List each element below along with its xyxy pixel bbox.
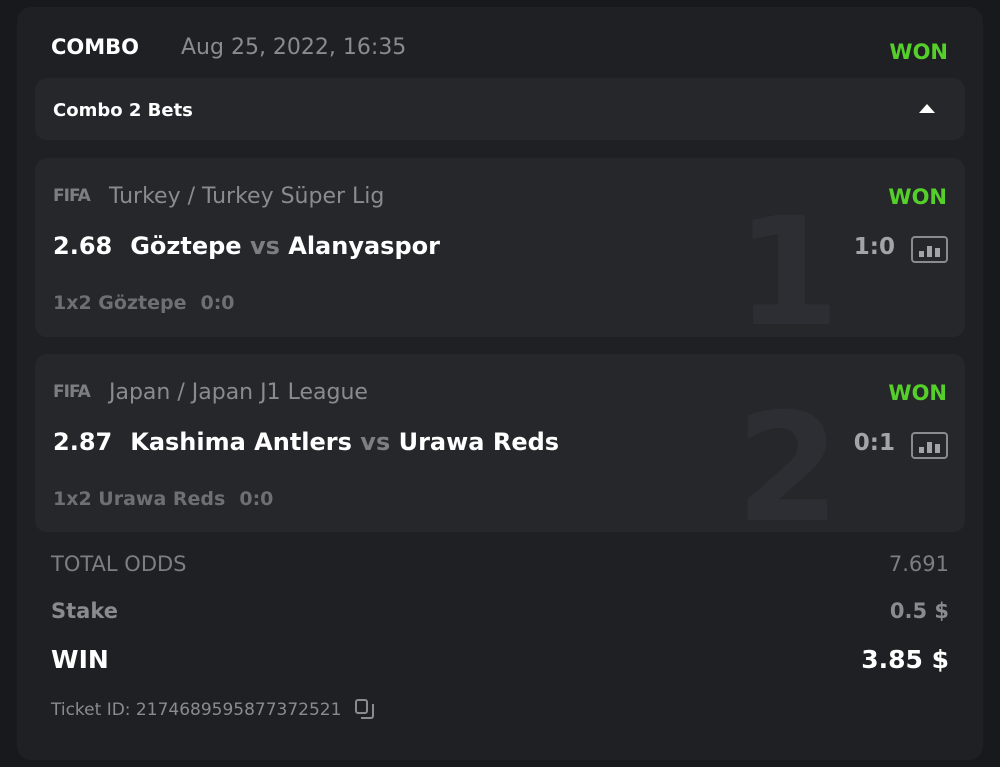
bet-ticket-card: COMBO Aug 25, 2022, 16:35 WON Combo 2 Be… — [17, 7, 983, 760]
total-odds-label: TOTAL ODDS — [51, 552, 187, 576]
fifa-logo-icon: FIFA — [53, 382, 91, 402]
vs-label: vs — [249, 232, 280, 260]
bet-index: 1 — [735, 186, 840, 337]
bet-datetime: Aug 25, 2022, 16:35 — [181, 35, 407, 60]
ticket-id-text: Ticket ID: 2174689595877372521 — [51, 700, 342, 720]
bet-status: WON — [888, 185, 947, 209]
bet-odds: 2.68 — [53, 232, 113, 260]
bet-pick: 1x2 Göztepe 0:0 — [53, 292, 235, 314]
caret-up-icon[interactable] — [919, 104, 935, 113]
combo-label: Combo 2 Bets — [53, 100, 193, 121]
total-odds-row: TOTAL ODDS 7.691 — [51, 552, 949, 576]
stake-label: Stake — [51, 599, 118, 623]
match-line: 2.68 Göztepe vs Alanyaspor — [53, 232, 440, 260]
bet-status: WON — [888, 381, 947, 405]
copy-icon[interactable] — [355, 699, 375, 719]
fifa-logo-icon: FIFA — [53, 186, 91, 206]
win-value: 3.85 $ — [861, 645, 949, 674]
league-name: Turkey / Turkey Süper Lig — [109, 184, 385, 209]
match-line: 2.87 Kashima Antlers vs Urawa Reds — [53, 428, 559, 456]
bet-pick: 1x2 Urawa Reds 0:0 — [53, 488, 273, 510]
ticket-status: WON — [889, 40, 948, 64]
stake-row: Stake 0.5 $ — [51, 599, 949, 623]
home-team: Kashima Antlers — [130, 428, 352, 456]
vs-label: vs — [360, 428, 391, 456]
league-name: Japan / Japan J1 League — [109, 380, 368, 405]
away-team: Alanyaspor — [288, 232, 440, 260]
total-odds-value: 7.691 — [888, 552, 949, 576]
bet-odds: 2.87 — [53, 428, 113, 456]
pick-score: 0:0 — [239, 488, 274, 510]
market: 1x2 Urawa Reds — [53, 488, 226, 510]
stats-icon[interactable] — [911, 236, 948, 263]
win-row: WIN 3.85 $ — [51, 645, 949, 674]
stats-icon[interactable] — [911, 432, 948, 459]
ticket-id: Ticket ID: 2174689595877372521 — [51, 699, 375, 720]
match-score: 1:0 — [853, 234, 895, 260]
market: 1x2 Göztepe — [53, 292, 187, 314]
combo-toggle[interactable]: Combo 2 Bets — [35, 78, 965, 140]
bet-card: 2 FIFA Japan / Japan J1 League WON 2.87 K… — [35, 354, 965, 532]
win-label: WIN — [51, 645, 109, 674]
pick-score: 0:0 — [200, 292, 235, 314]
match-score: 0:1 — [853, 430, 895, 456]
bet-type: COMBO — [51, 35, 140, 59]
stake-value: 0.5 $ — [889, 599, 949, 623]
bet-index: 2 — [735, 382, 840, 532]
home-team: Göztepe — [130, 232, 242, 260]
bet-card: 1 FIFA Turkey / Turkey Süper Lig WON 2.6… — [35, 158, 965, 337]
away-team: Urawa Reds — [398, 428, 560, 456]
